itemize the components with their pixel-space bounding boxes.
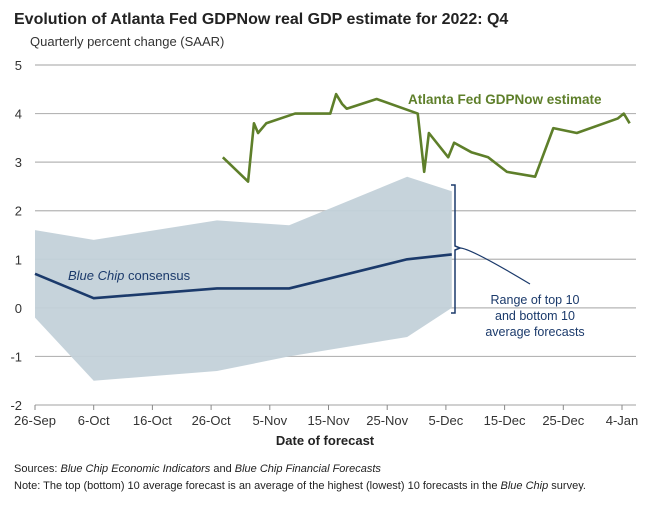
y-tick-label: -1 [10, 349, 22, 364]
x-tick-label: 16-Oct [133, 413, 172, 428]
y-tick-label: 5 [15, 58, 22, 73]
x-tick-label: 25-Dec [542, 413, 584, 428]
series-lines [34, 92, 631, 300]
note-label: Note [14, 480, 38, 492]
chart-title: Evolution of Atlanta Fed GDPNow real GDP… [14, 11, 508, 28]
y-axis-ticks: 5 4 3 2 1 0 -1 -2 [10, 58, 22, 413]
note-end: survey. [548, 480, 586, 492]
y-tick-label: 0 [15, 301, 22, 316]
y-tick-label: -2 [10, 398, 22, 413]
note-footnote: Note: The top (bottom) 10 average foreca… [14, 480, 586, 492]
x-tick-label: 5-Nov [252, 413, 287, 428]
source-1: Blue Chip Economic Indicators [60, 463, 211, 475]
gdpnow-legend-label: Atlanta Fed GDPNow estimate [408, 92, 602, 107]
forecast-range-band [35, 176, 452, 381]
y-tick-label: 1 [15, 252, 22, 267]
note-italic: Blue Chip [500, 480, 549, 492]
x-tick-label: 4-Jan [606, 413, 639, 428]
blue-chip-consensus-line [34, 253, 452, 300]
x-tick-label: 26-Oct [192, 413, 231, 428]
range-annotation-line: Range of top 10 [491, 293, 580, 307]
x-tick-label: 5-Dec [429, 413, 464, 428]
x-tick-label: 15-Nov [308, 413, 350, 428]
sources-footnote: Sources: Blue Chip Economic Indicators a… [14, 463, 381, 475]
range-connector-line [459, 247, 531, 285]
source-2: Blue Chip Financial Forecasts [234, 463, 381, 475]
bluechip-italic: Blue Chip [68, 268, 124, 283]
chart-subtitle: Quarterly percent change (SAAR) [30, 34, 224, 49]
x-tick-label: 26-Sep [14, 413, 56, 428]
x-tick-label: 15-Dec [484, 413, 526, 428]
x-tick-label: 25-Nov [366, 413, 408, 428]
sources-label: Sources: [14, 463, 58, 475]
y-tick-label: 3 [15, 155, 22, 170]
y-tick-label: 4 [15, 107, 22, 122]
range-annotation-line: and bottom 10 [495, 309, 575, 323]
x-axis-ticks: 26-Sep 6-Oct 16-Oct 26-Oct 5-Nov 15-Nov 25-Nov… [14, 405, 638, 428]
note-text: : The top (bottom) 10 average forecast i… [37, 480, 501, 492]
range-annotation: Range of top 10 and bottom 10 average fo… [485, 293, 584, 339]
x-axis-label: Date of forecast [276, 433, 375, 448]
range-bracket [451, 184, 463, 314]
x-tick-label: 6-Oct [78, 413, 110, 428]
bluechip-rest: consensus [124, 268, 190, 283]
range-annotation-line: average forecasts [485, 325, 584, 339]
y-tick-label: 2 [15, 204, 22, 219]
bluechip-legend-label: Blue Chip consensus [68, 268, 191, 283]
atlanta-fed-gdpnow-estimate-line [221, 92, 631, 183]
sources-and: and [210, 463, 235, 475]
range-band-area [35, 176, 452, 381]
